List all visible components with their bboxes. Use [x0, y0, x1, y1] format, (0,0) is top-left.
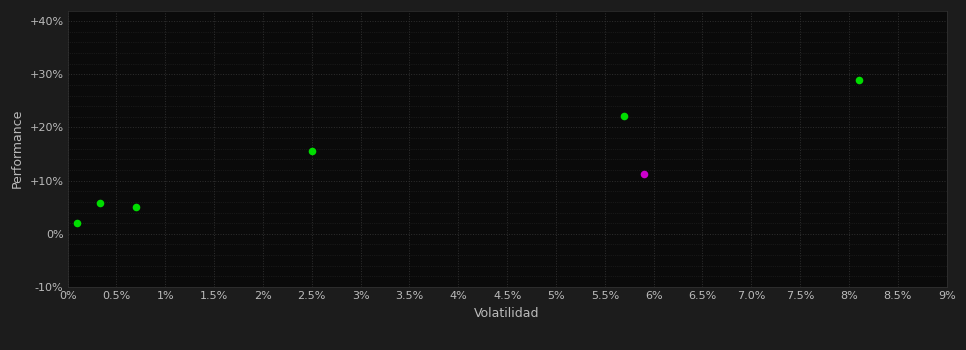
Point — [304, 149, 320, 154]
X-axis label: Volatilidad: Volatilidad — [474, 307, 540, 320]
Point — [128, 204, 144, 210]
Point — [616, 113, 632, 119]
Point — [851, 77, 867, 83]
Point — [70, 220, 85, 226]
Y-axis label: Performance: Performance — [11, 109, 24, 188]
Point — [92, 200, 107, 206]
Point — [637, 172, 652, 177]
